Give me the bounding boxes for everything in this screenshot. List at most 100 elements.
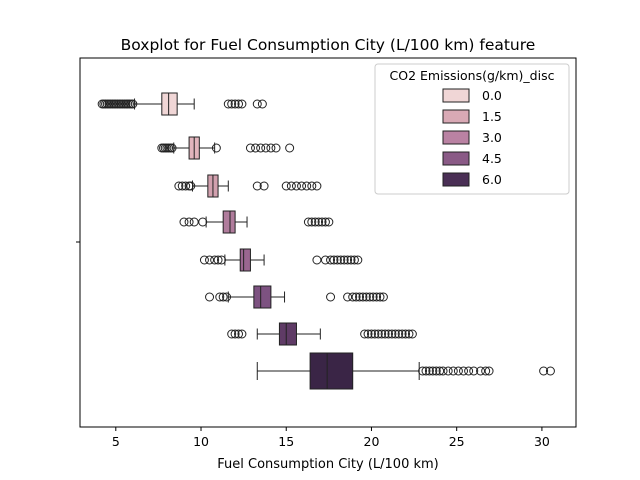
- outlier-point: [259, 181, 269, 191]
- outlier-point: [476, 366, 486, 376]
- outlier-point: [370, 329, 380, 339]
- outlier-point: [343, 292, 353, 302]
- outlier-point: [257, 99, 267, 109]
- outlier-point: [198, 217, 208, 227]
- x-tick-label: 10: [193, 434, 209, 449]
- outlier-point: [223, 99, 233, 109]
- outlier-point: [431, 366, 441, 376]
- outlier-point: [205, 292, 215, 302]
- outlier-point: [358, 292, 368, 302]
- x-axis-label: Fuel Consumption City (L/100 km): [217, 457, 439, 472]
- outlier-point: [418, 366, 428, 376]
- outlier-point: [424, 366, 434, 376]
- x-tick-label: 30: [534, 434, 550, 449]
- outlier-point: [378, 292, 388, 302]
- outlier-point: [227, 99, 237, 109]
- outlier-point: [343, 255, 353, 265]
- outlier-point: [366, 329, 376, 339]
- outlier-point: [348, 292, 358, 302]
- legend-label: 3.0: [482, 130, 502, 145]
- outlier-point: [234, 329, 244, 339]
- outlier-point: [251, 143, 261, 153]
- outlier-point: [326, 255, 336, 265]
- outlier-point: [312, 255, 322, 265]
- outlier-point: [281, 181, 291, 191]
- box-series-7: [256, 352, 555, 390]
- outlier-point: [484, 366, 494, 376]
- outlier-point: [285, 143, 295, 153]
- outlier-point: [401, 329, 411, 339]
- outlier-point: [307, 181, 317, 191]
- x-tick-label: 5: [112, 434, 120, 449]
- outlier-point: [353, 255, 363, 265]
- outlier-point: [329, 255, 339, 265]
- outlier-point: [390, 329, 400, 339]
- outlier-point: [222, 292, 232, 302]
- legend-swatch: [442, 88, 470, 103]
- box: [309, 352, 354, 390]
- box: [278, 322, 297, 346]
- outlier-point: [215, 292, 225, 302]
- outlier-point: [237, 329, 247, 339]
- outlier-point: [435, 366, 445, 376]
- legend-label: 1.5: [482, 109, 502, 124]
- outlier-point: [303, 217, 313, 227]
- outlier-point: [213, 255, 223, 265]
- outlier-point: [302, 181, 312, 191]
- box: [161, 92, 178, 116]
- x-tick-label: 25: [449, 434, 465, 449]
- outlier-point: [363, 329, 373, 339]
- outlier-point: [216, 255, 226, 265]
- outlier-point: [184, 217, 194, 227]
- outlier-point: [252, 99, 262, 109]
- outlier-point: [326, 292, 336, 302]
- box: [239, 248, 251, 272]
- outlier-point: [346, 255, 356, 265]
- outlier-point: [361, 292, 371, 302]
- legend-swatch: [442, 109, 470, 124]
- outlier-point: [438, 366, 448, 376]
- outlier-point: [351, 292, 361, 302]
- outlier-point: [227, 329, 237, 339]
- outlier-point: [397, 329, 407, 339]
- outlier-point: [210, 255, 220, 265]
- outlier-point: [177, 181, 187, 191]
- outlier-point: [310, 217, 320, 227]
- box-series-1: [157, 136, 295, 160]
- box-series-4: [199, 248, 363, 272]
- x-tick-label: 20: [364, 434, 380, 449]
- legend-label: 4.5: [482, 151, 502, 166]
- box: [253, 285, 272, 309]
- box-series-3: [179, 210, 334, 234]
- outlier-point: [375, 292, 385, 302]
- outlier-point: [384, 329, 394, 339]
- outlier-point: [469, 366, 479, 376]
- box-series-5: [205, 285, 388, 309]
- outlier-point: [186, 181, 196, 191]
- outlier-point: [266, 143, 276, 153]
- outlier-point: [291, 181, 301, 191]
- box-series-0: [97, 92, 267, 116]
- outlier-point: [407, 329, 417, 339]
- outlier-point: [339, 255, 349, 265]
- outlier-point: [218, 292, 228, 302]
- outlier-point: [174, 181, 184, 191]
- outlier-point: [307, 217, 317, 227]
- outlier-point: [128, 99, 138, 109]
- x-axis-ticks: 5 10 15 20 25 30: [112, 427, 550, 449]
- box: [222, 210, 236, 234]
- outlier-point: [271, 143, 281, 153]
- outlier-point: [336, 255, 346, 265]
- outlier-point: [459, 366, 469, 376]
- outlier-point: [464, 366, 474, 376]
- outlier-point: [377, 329, 387, 339]
- box-series-2: [174, 174, 322, 198]
- box-series-6: [227, 322, 417, 346]
- outlier-point: [312, 181, 322, 191]
- outlier-point: [189, 217, 199, 227]
- plot-area: [97, 92, 555, 390]
- outlier-point: [332, 255, 342, 265]
- outlier-point: [199, 255, 209, 265]
- legend-title: CO2 Emissions(g/km)_disc: [390, 68, 555, 83]
- outlier-point: [545, 366, 555, 376]
